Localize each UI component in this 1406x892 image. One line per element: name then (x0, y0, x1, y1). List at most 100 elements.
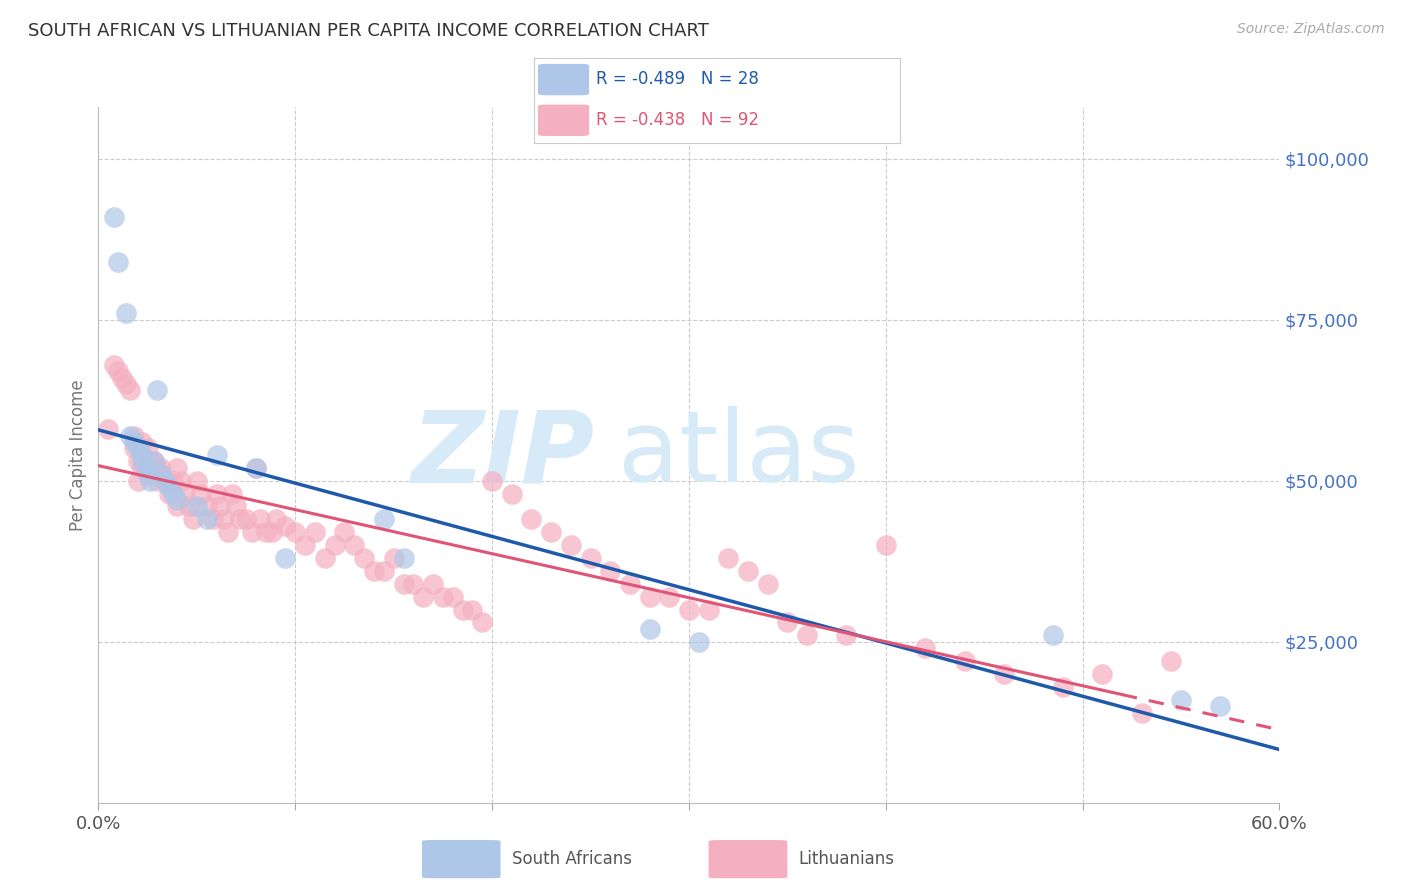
Point (225, 500, 247, 514)
Point (1091, 667, 1114, 681)
FancyBboxPatch shape (538, 64, 589, 95)
Point (107, 254, 129, 268)
Point (103, 210, 125, 224)
Point (127, 474, 149, 488)
Point (264, 512, 287, 526)
Point (217, 525, 239, 540)
Point (107, 364, 129, 378)
Point (245, 460, 267, 475)
Text: Source: ZipAtlas.com: Source: ZipAtlas.com (1237, 22, 1385, 37)
Point (174, 486, 197, 500)
Point (127, 454, 149, 468)
Point (122, 435, 145, 450)
Point (205, 448, 228, 462)
Point (382, 551, 405, 566)
Point (717, 551, 740, 566)
Point (373, 512, 395, 526)
Point (1130, 706, 1153, 720)
Point (294, 538, 316, 552)
Point (304, 525, 326, 540)
Point (131, 448, 153, 462)
Point (131, 454, 153, 468)
Point (162, 474, 184, 488)
Point (150, 467, 173, 482)
Point (142, 454, 165, 468)
Point (240, 525, 263, 540)
Point (190, 486, 212, 500)
Point (1170, 692, 1192, 706)
Point (186, 474, 208, 488)
FancyBboxPatch shape (538, 104, 589, 136)
Point (229, 512, 252, 526)
Point (254, 525, 277, 540)
Point (155, 474, 177, 488)
Point (422, 576, 444, 591)
Point (146, 384, 169, 398)
Point (638, 622, 661, 636)
Point (166, 493, 188, 508)
Point (131, 460, 153, 475)
Point (142, 454, 165, 468)
Point (235, 512, 257, 526)
Point (451, 602, 474, 616)
Point (402, 576, 425, 591)
Point (914, 641, 936, 656)
Point (150, 460, 173, 475)
Point (471, 615, 494, 630)
Point (796, 628, 818, 642)
Point (1209, 699, 1232, 714)
Point (157, 486, 180, 500)
Point (501, 486, 523, 500)
Point (353, 551, 375, 566)
Point (274, 551, 297, 566)
Point (658, 590, 681, 604)
Point (195, 500, 218, 514)
Point (678, 602, 700, 616)
Point (284, 525, 307, 540)
Point (776, 615, 799, 630)
Point (181, 512, 204, 526)
Point (103, 358, 125, 372)
Point (1042, 628, 1064, 642)
Point (373, 564, 395, 578)
Point (560, 538, 582, 552)
Point (127, 442, 149, 456)
Point (201, 512, 224, 526)
Point (638, 590, 661, 604)
Text: atlas: atlas (619, 407, 859, 503)
Point (135, 460, 157, 475)
Point (697, 602, 720, 616)
Point (392, 576, 415, 591)
Point (186, 500, 208, 514)
Point (756, 576, 779, 591)
Point (138, 474, 160, 488)
Point (993, 667, 1015, 681)
Point (221, 486, 243, 500)
Point (97, 422, 120, 436)
Text: R = -0.489   N = 28: R = -0.489 N = 28 (596, 70, 759, 88)
Point (314, 551, 336, 566)
Point (953, 654, 976, 668)
Point (115, 306, 138, 320)
Point (245, 460, 267, 475)
Point (115, 377, 138, 392)
Point (392, 551, 415, 566)
Text: ZIP: ZIP (412, 407, 595, 503)
Text: SOUTH AFRICAN VS LITHUANIAN PER CAPITA INCOME CORRELATION CHART: SOUTH AFRICAN VS LITHUANIAN PER CAPITA I… (28, 22, 709, 40)
Text: Lithuanians: Lithuanians (799, 849, 894, 868)
Point (461, 602, 484, 616)
Point (118, 428, 141, 442)
Text: R = -0.438   N = 92: R = -0.438 N = 92 (596, 111, 759, 128)
Point (323, 538, 346, 552)
Point (209, 500, 232, 514)
Text: South Africans: South Africans (512, 849, 631, 868)
Point (260, 525, 283, 540)
Point (157, 480, 180, 494)
Point (688, 634, 710, 648)
Point (214, 512, 236, 526)
Point (177, 500, 200, 514)
Point (835, 628, 858, 642)
FancyBboxPatch shape (422, 840, 501, 879)
Point (136, 467, 159, 482)
Point (146, 474, 169, 488)
